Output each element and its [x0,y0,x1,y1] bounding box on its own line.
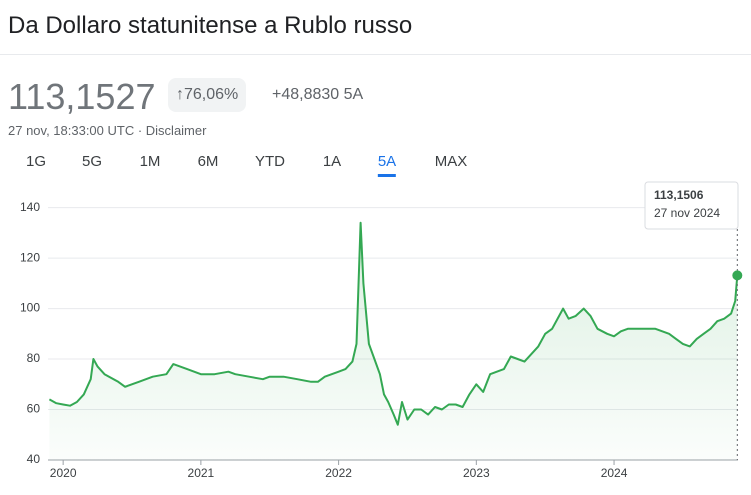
y-tick-label: 120 [20,250,40,264]
last-point [732,270,743,281]
y-tick-label: 140 [20,200,40,214]
range-tab[interactable]: 1A [322,153,342,170]
price: 113,1527 [8,76,156,117]
range-tab[interactable]: 1M [139,153,161,170]
y-tick-label: 60 [27,402,41,416]
area [49,222,738,460]
range-tab[interactable]: 6M [197,153,219,170]
tooltip-date: 27 nov 2024 [654,206,720,220]
x-tick-label: 2023 [463,466,490,480]
x-tick-label: 2021 [188,466,215,480]
range-tab[interactable]: 5G [81,153,103,170]
range-tab[interactable]: 1G [25,153,47,170]
x-tick-label: 2022 [325,466,352,480]
tooltip-box [644,181,739,230]
y-tick-label: 40 [27,452,41,466]
y-tick-label: 100 [20,301,40,315]
change-percent-badge: ↑76,06% [168,78,247,112]
tooltip-value: 113,1506 [654,188,704,202]
timestamp: 27 nov, 18:33:00 UTC · Disclaimer [8,123,207,138]
x-tick-label: 2020 [50,466,77,480]
range-tab[interactable]: 5A [377,153,397,177]
range-tab[interactable]: YTD [255,153,285,170]
title: Da Dollaro statunitense a Rublo russo [8,12,413,39]
x-tick-label: 2024 [601,466,628,480]
divider [0,54,751,55]
change: +48,8830 5A [272,86,364,103]
y-tick-label: 80 [27,351,41,365]
price-line [48,221,739,426]
range-tab[interactable]: MAX [434,153,468,170]
